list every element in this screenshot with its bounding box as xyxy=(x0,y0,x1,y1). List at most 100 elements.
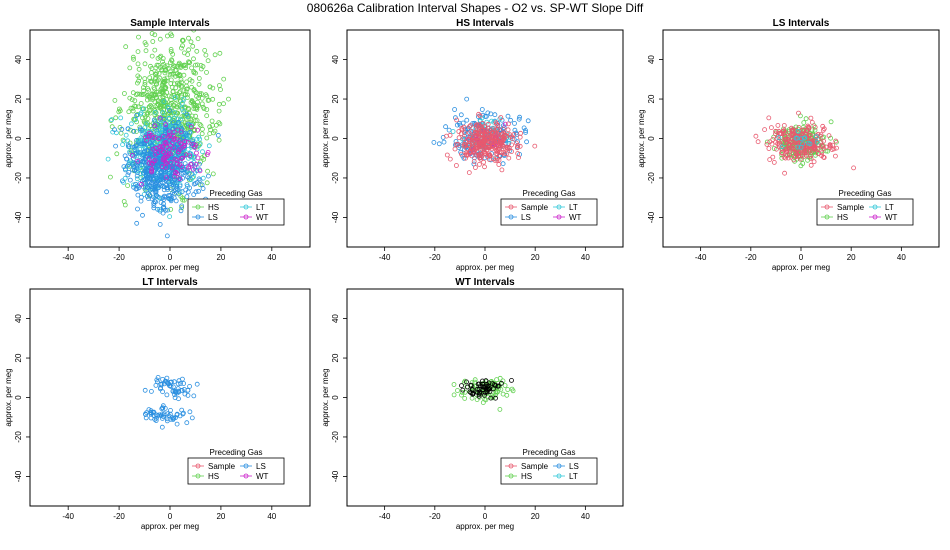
point-ls xyxy=(163,125,168,130)
point-sample xyxy=(517,134,523,140)
point-hs xyxy=(130,90,136,96)
x-tick-label: -40 xyxy=(379,253,391,262)
point-sample xyxy=(454,117,460,123)
legend-marker xyxy=(508,463,514,469)
point-ls xyxy=(133,151,139,157)
point-hs xyxy=(495,389,501,395)
point-sample xyxy=(494,151,500,157)
point-ls xyxy=(175,187,181,192)
point-hs xyxy=(112,98,118,103)
point-hs xyxy=(186,35,191,41)
point-sample xyxy=(464,152,470,158)
point-hs xyxy=(153,65,159,71)
point-sample xyxy=(469,128,475,134)
point-ls xyxy=(142,148,148,154)
point-lt xyxy=(171,115,177,121)
point-hs xyxy=(168,31,174,37)
point-ls xyxy=(130,167,136,173)
point-hs xyxy=(216,101,222,107)
point-wt xyxy=(193,142,199,148)
point-sample xyxy=(808,153,814,159)
point-hs xyxy=(152,71,158,77)
point-ls xyxy=(170,126,176,132)
point-lt xyxy=(178,117,184,123)
point-hs xyxy=(179,205,185,211)
point-hs xyxy=(202,153,207,159)
point-hs xyxy=(176,102,182,108)
point-ls xyxy=(152,173,158,179)
point-ls xyxy=(175,166,181,172)
point-hs xyxy=(216,108,222,114)
point-ls xyxy=(146,191,151,197)
point-ls xyxy=(185,189,191,195)
point-ls xyxy=(151,187,157,193)
point-hs xyxy=(140,85,146,90)
point-ls xyxy=(169,167,175,173)
point-wt xyxy=(160,144,166,149)
point-ls xyxy=(166,413,172,419)
point-ls xyxy=(184,111,190,117)
point-sample xyxy=(475,132,481,138)
point-sample xyxy=(808,162,814,168)
point-hs xyxy=(193,106,199,111)
point-wt xyxy=(163,164,168,170)
point-ls xyxy=(150,409,156,415)
x-axis-label: approx. per meg xyxy=(141,263,199,272)
point-black xyxy=(480,378,485,384)
point-hs xyxy=(483,397,489,403)
point-sample xyxy=(489,129,495,135)
point-lt xyxy=(795,128,801,134)
point-hs xyxy=(146,104,152,110)
point-sample xyxy=(463,155,469,161)
legend-entry: Sample xyxy=(208,462,236,471)
legend-marker xyxy=(556,214,562,220)
point-ls xyxy=(161,117,167,122)
point-black xyxy=(470,391,476,397)
point-sample xyxy=(477,123,482,128)
point-sample xyxy=(518,130,523,136)
y-tick-label: -40 xyxy=(14,470,23,482)
point-ls xyxy=(161,201,166,207)
point-sample xyxy=(487,143,493,148)
point-hs xyxy=(127,95,133,101)
point-wt xyxy=(157,144,163,150)
point-sample xyxy=(499,150,505,156)
point-ls xyxy=(177,183,183,189)
point-sample xyxy=(773,139,779,145)
point-sample xyxy=(493,120,499,126)
data-points xyxy=(753,110,856,176)
point-ls xyxy=(125,126,131,132)
legend-entry: LT xyxy=(885,203,894,212)
point-ls xyxy=(165,193,171,199)
point-wt xyxy=(139,181,144,187)
point-wt xyxy=(192,145,198,150)
point-sample xyxy=(801,153,807,159)
point-lt xyxy=(191,174,197,180)
point-sample xyxy=(766,115,772,121)
point-wt xyxy=(135,158,141,164)
point-ls xyxy=(124,156,130,162)
point-hs xyxy=(133,104,139,109)
point-ls xyxy=(456,145,462,150)
point-sample xyxy=(782,170,787,176)
point-sample xyxy=(826,133,832,139)
point-sample xyxy=(480,135,486,141)
point-ls xyxy=(164,165,170,171)
x-tick-label: 0 xyxy=(168,253,173,262)
point-ls xyxy=(123,167,128,173)
legend-entry: Sample xyxy=(521,462,549,471)
point-lt xyxy=(179,105,185,111)
point-sample xyxy=(773,128,778,134)
panel-title: LT Intervals xyxy=(142,277,198,288)
point-sample xyxy=(447,156,453,162)
point-sample xyxy=(499,139,505,145)
point-lt xyxy=(109,117,115,123)
point-hs xyxy=(126,109,132,115)
point-wt xyxy=(502,121,508,127)
point-sample xyxy=(775,123,781,128)
point-lt xyxy=(206,143,212,149)
point-black xyxy=(480,386,486,392)
point-ls xyxy=(161,187,167,193)
point-lt xyxy=(793,135,799,141)
y-tick-label: 0 xyxy=(647,136,656,141)
